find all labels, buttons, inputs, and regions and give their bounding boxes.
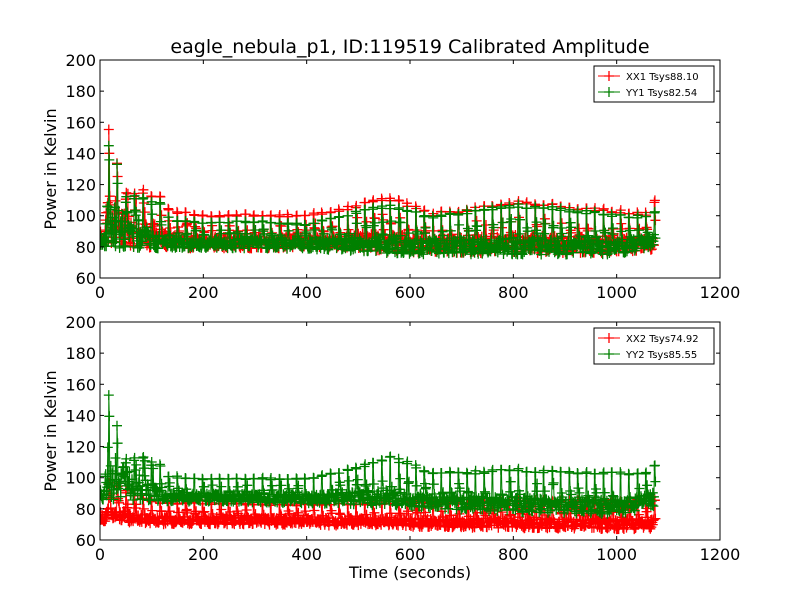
panel1-ytick-label-140: 140 [65, 144, 96, 163]
bottom-panel: 0 200 400 600 800 1000 1200 60 80 100 120 140 160 180… [41, 313, 740, 564]
panel1-xtick-label-600: 600 [395, 283, 426, 302]
top-panel: 0 200 400 600 800 1000 1200 60 80 100 120 140 160 180… [41, 51, 740, 302]
panel1-xtick-label-1200: 1200 [700, 283, 741, 302]
panel1-ytick-label-200: 200 [65, 51, 96, 70]
panel2-ytick-label-200: 200 [65, 313, 96, 332]
panel1-ytick-label-60: 60 [76, 269, 96, 288]
chart-title: eagle_nebula_p1, ID:119519 Calibrated Am… [170, 36, 649, 58]
panel2-y-axis-label: Power in Kelvin [41, 370, 60, 491]
panel2-xtick-label-400: 400 [291, 545, 322, 564]
panel2-xtick-label-1200: 1200 [700, 545, 741, 564]
panel2-legend-marker-2 [604, 349, 614, 359]
panel2-xtick-label-600: 600 [395, 545, 426, 564]
panel2-xtick-label-200: 200 [188, 545, 219, 564]
panel1-legend-marker-1 [604, 71, 614, 81]
panel2-ytick-label-100: 100 [65, 469, 96, 488]
panel1-legend: XX1 Tsys88.10 YY1 Tsys82.54 [593, 65, 715, 103]
panel1-xtick-label-800: 800 [498, 283, 529, 302]
panel1-legend-label-2: YY1 Tsys82.54 [625, 88, 697, 99]
panel1-legend-marker-2 [604, 87, 614, 97]
panel1-ytick-label-80: 80 [76, 238, 96, 257]
panel1-xtick-label-0: 0 [95, 283, 105, 302]
panel2-legend-box [593, 327, 715, 365]
panel1-xtick-label-400: 400 [291, 283, 322, 302]
panel1-ytick-label-180: 180 [65, 82, 96, 101]
panel2-legend-marker-1 [604, 333, 614, 343]
panel1-ytick-label-120: 120 [65, 176, 96, 195]
panel2-ytick-label-180: 180 [65, 344, 96, 363]
panel1-xtick-label-1000: 1000 [596, 283, 637, 302]
panel2-ytick-label-160: 160 [65, 375, 96, 394]
panel2-legend: XX2 Tsys74.92 YY2 Tsys85.55 [593, 327, 715, 365]
panel2-ytick-label-140: 140 [65, 406, 96, 425]
panel1-ytick-label-100: 100 [65, 207, 96, 226]
panel2-ytick-label-60: 60 [76, 531, 96, 550]
panel1-legend-box [593, 65, 715, 103]
panel2-xtick-label-1000: 1000 [596, 545, 637, 564]
panel1-ytick-label-160: 160 [65, 113, 96, 132]
panel2-legend-label-1: XX2 Tsys74.92 [626, 334, 699, 345]
panel2-xtick-label-0: 0 [95, 545, 105, 564]
panel2-legend-label-2: YY2 Tsys85.55 [625, 350, 697, 361]
panel1-legend-label-1: XX1 Tsys88.10 [626, 72, 699, 83]
panel2-xtick-label-800: 800 [498, 545, 529, 564]
panel1-xtick-label-200: 200 [188, 283, 219, 302]
x-axis-label: Time (seconds) [348, 563, 471, 582]
panel1-y-axis-label: Power in Kelvin [41, 108, 60, 229]
panel2-ytick-label-80: 80 [76, 500, 96, 519]
panel2-ytick-label-120: 120 [65, 438, 96, 457]
